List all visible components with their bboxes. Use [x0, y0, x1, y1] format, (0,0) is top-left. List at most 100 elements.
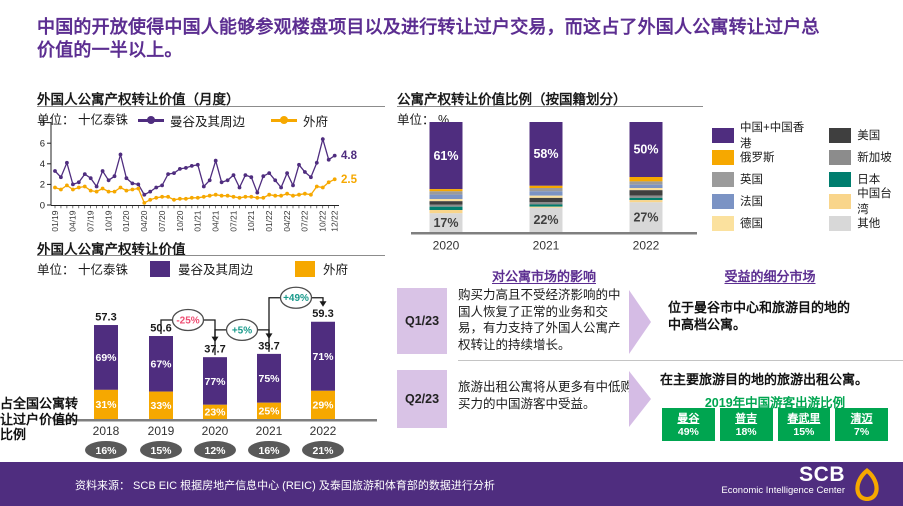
tourist-pct-label: 49% — [677, 426, 699, 438]
y-tick-label: 2 — [40, 180, 45, 191]
bar-2022: 50% 27% 2022 — [629, 122, 663, 253]
series-end-label: 4.8 — [341, 150, 358, 162]
benefit-column-header: 受益的细分市场 — [724, 269, 816, 284]
tourist-city-label: 曼谷 — [677, 413, 700, 425]
benefit-text-q1: 位于曼谷市中心和旅游目的地的中高档公寓。 — [668, 300, 851, 332]
segment-pct-label: 69% — [95, 352, 117, 364]
eic-logo-subtitle: Economic Intelligence Center — [721, 485, 845, 496]
y-tick-label: 8 — [40, 118, 45, 129]
scb-flame-icon — [855, 467, 879, 502]
y-tick-label: 6 — [40, 139, 45, 150]
legend-swatch — [712, 193, 734, 209]
legend-label: 中国+中国香港 — [740, 122, 805, 150]
share-oval — [140, 441, 182, 459]
share-pct-label: 16% — [258, 445, 280, 457]
segment-pct-label: 17% — [433, 216, 458, 230]
segment-pct-label: 77% — [204, 376, 226, 388]
tourist-pct-label: 7% — [854, 426, 870, 438]
legend-label: 俄罗斯 — [740, 152, 775, 164]
nationality-chart-title: 公寓产权转让价值比例（按国籍划分） — [397, 92, 627, 107]
legend-label: 德国 — [740, 218, 763, 230]
impact-text-q1: 购买力高且不受经济影响的中国人恢复了正常的业务和交易，有力支持了外国人公寓产权转… — [458, 288, 621, 352]
x-tick-label: 01/19 — [50, 210, 60, 232]
x-tick-label: 04/20 — [139, 210, 149, 232]
share-oval — [248, 441, 290, 459]
x-tick-label: 07/22 — [300, 210, 310, 232]
legend-swatch — [829, 193, 852, 209]
x-category-label: 2022 — [310, 424, 337, 438]
bar-total-label: 59.3 — [312, 308, 333, 320]
x-tick-label: 04/21 — [211, 210, 221, 232]
tourist-table-cell: 普吉 18% — [719, 408, 773, 441]
tourist-city-label: 春武里 — [787, 413, 821, 425]
x-category-label: 2020 — [202, 424, 229, 438]
segment-pct-label: 33% — [150, 400, 172, 412]
y-tick-label: 0 — [40, 200, 45, 211]
legend-label: 新加坡 — [857, 152, 892, 164]
segment-pct-label: 23% — [204, 407, 226, 419]
share-oval — [85, 441, 127, 459]
footer-band: 资料来源： SCB EIC 根据房地产信息中心 (REIC) 及泰国旅游和体育部… — [0, 462, 903, 506]
tourist-pct-label: 18% — [735, 426, 757, 438]
tourist-city-label: 清迈 — [850, 413, 873, 425]
legend-column: 中国+中国香港俄罗斯英国法国德国 — [712, 122, 815, 231]
segment-pct-label: 29% — [312, 400, 334, 412]
x-category-label: 2018 — [93, 424, 120, 438]
x-tick-label: 07/19 — [86, 210, 96, 232]
divider — [458, 360, 903, 361]
x-tick-label: 01/22 — [264, 210, 274, 232]
share-pct-label: 15% — [150, 445, 172, 457]
x-tick-label: 10/22 — [318, 210, 328, 232]
legend-label: 曼谷及其周边 — [178, 263, 254, 277]
segment-pct-label: 31% — [95, 399, 117, 411]
legend-item: 外府 — [271, 111, 328, 130]
x-category-label: 2019 — [148, 424, 175, 438]
legend-item: 俄罗斯 — [712, 149, 815, 165]
x-tick-label: 10/20 — [175, 210, 185, 232]
legend-item: 中国台湾 — [829, 188, 903, 216]
legend-label: 外府 — [323, 263, 349, 277]
growth-label: -25% — [176, 316, 199, 327]
segment-pct-label: 58% — [533, 147, 558, 161]
legend-item: 中国+中国香港 — [712, 122, 815, 150]
x-category-label: 2022 — [633, 239, 660, 253]
arrow-right-icon — [629, 290, 651, 354]
arrow-right-icon — [629, 371, 651, 427]
tourist-table-cell: 春武里 15% — [777, 408, 831, 441]
segment-pct-label: 22% — [533, 213, 558, 227]
bar-2021: 58% 22% 2021 — [529, 122, 563, 253]
legend-swatch — [295, 260, 316, 277]
page-title: 中国的开放使得中国人能够参观楼盘项目以及进行转让过户交易，而这占了外国人公寓转让… — [37, 17, 820, 61]
growth-annotation: +49% — [268, 286, 327, 352]
legend-label: 日本 — [857, 174, 881, 186]
benefit-text-q2: 在主要旅游目的地的旅游出租公寓。 — [660, 372, 869, 387]
segment-pct-label: 71% — [312, 351, 334, 363]
annual-bar-chart: 57.369%31%201816%50.667%33%201915%37.777… — [53, 286, 377, 459]
x-category-label: 2020 — [433, 239, 460, 253]
monthly-legend: 曼谷及其周边 外府 — [138, 111, 328, 130]
segment-pct-label: 27% — [633, 210, 658, 224]
segment-pct-label: 61% — [433, 149, 458, 163]
series-end-label: 2.5 — [341, 174, 358, 186]
scb-logo-text: SCB — [799, 463, 845, 486]
nationality-bar-chart: 61% 17% 2020 58% 22% 2021 50% 27% 2022 — [411, 122, 697, 253]
legend-label: 法国 — [740, 196, 763, 208]
bar-total-label: 57.3 — [95, 312, 116, 324]
impact-column-header: 对公寓市场的影响 — [491, 269, 596, 284]
annual-unit-label: 单位： 十亿泰铢 — [37, 263, 128, 277]
x-category-label: 2021 — [533, 239, 560, 253]
monthly-line-chart: 0 2 4 6 8 01/19 04/19 07/19 10/19 01/20 04/20 07/20… — [40, 118, 358, 232]
monthly-unit-label: 单位： 十亿泰铢 — [37, 113, 128, 127]
x-tick-label: 10/19 — [103, 210, 113, 232]
divider — [37, 255, 385, 256]
legend-swatch — [712, 215, 734, 231]
legend-item: 英国 — [712, 171, 815, 187]
arrow-down-icon — [319, 301, 327, 307]
y-tick-label: 4 — [40, 159, 45, 170]
segment-pct-label: 75% — [258, 373, 280, 385]
scb-eic-logo: SCB Economic Intelligence Center — [705, 463, 845, 496]
legend-item: 美国 — [829, 127, 903, 143]
tourist-table-cell: 曼谷 49% — [662, 408, 715, 441]
